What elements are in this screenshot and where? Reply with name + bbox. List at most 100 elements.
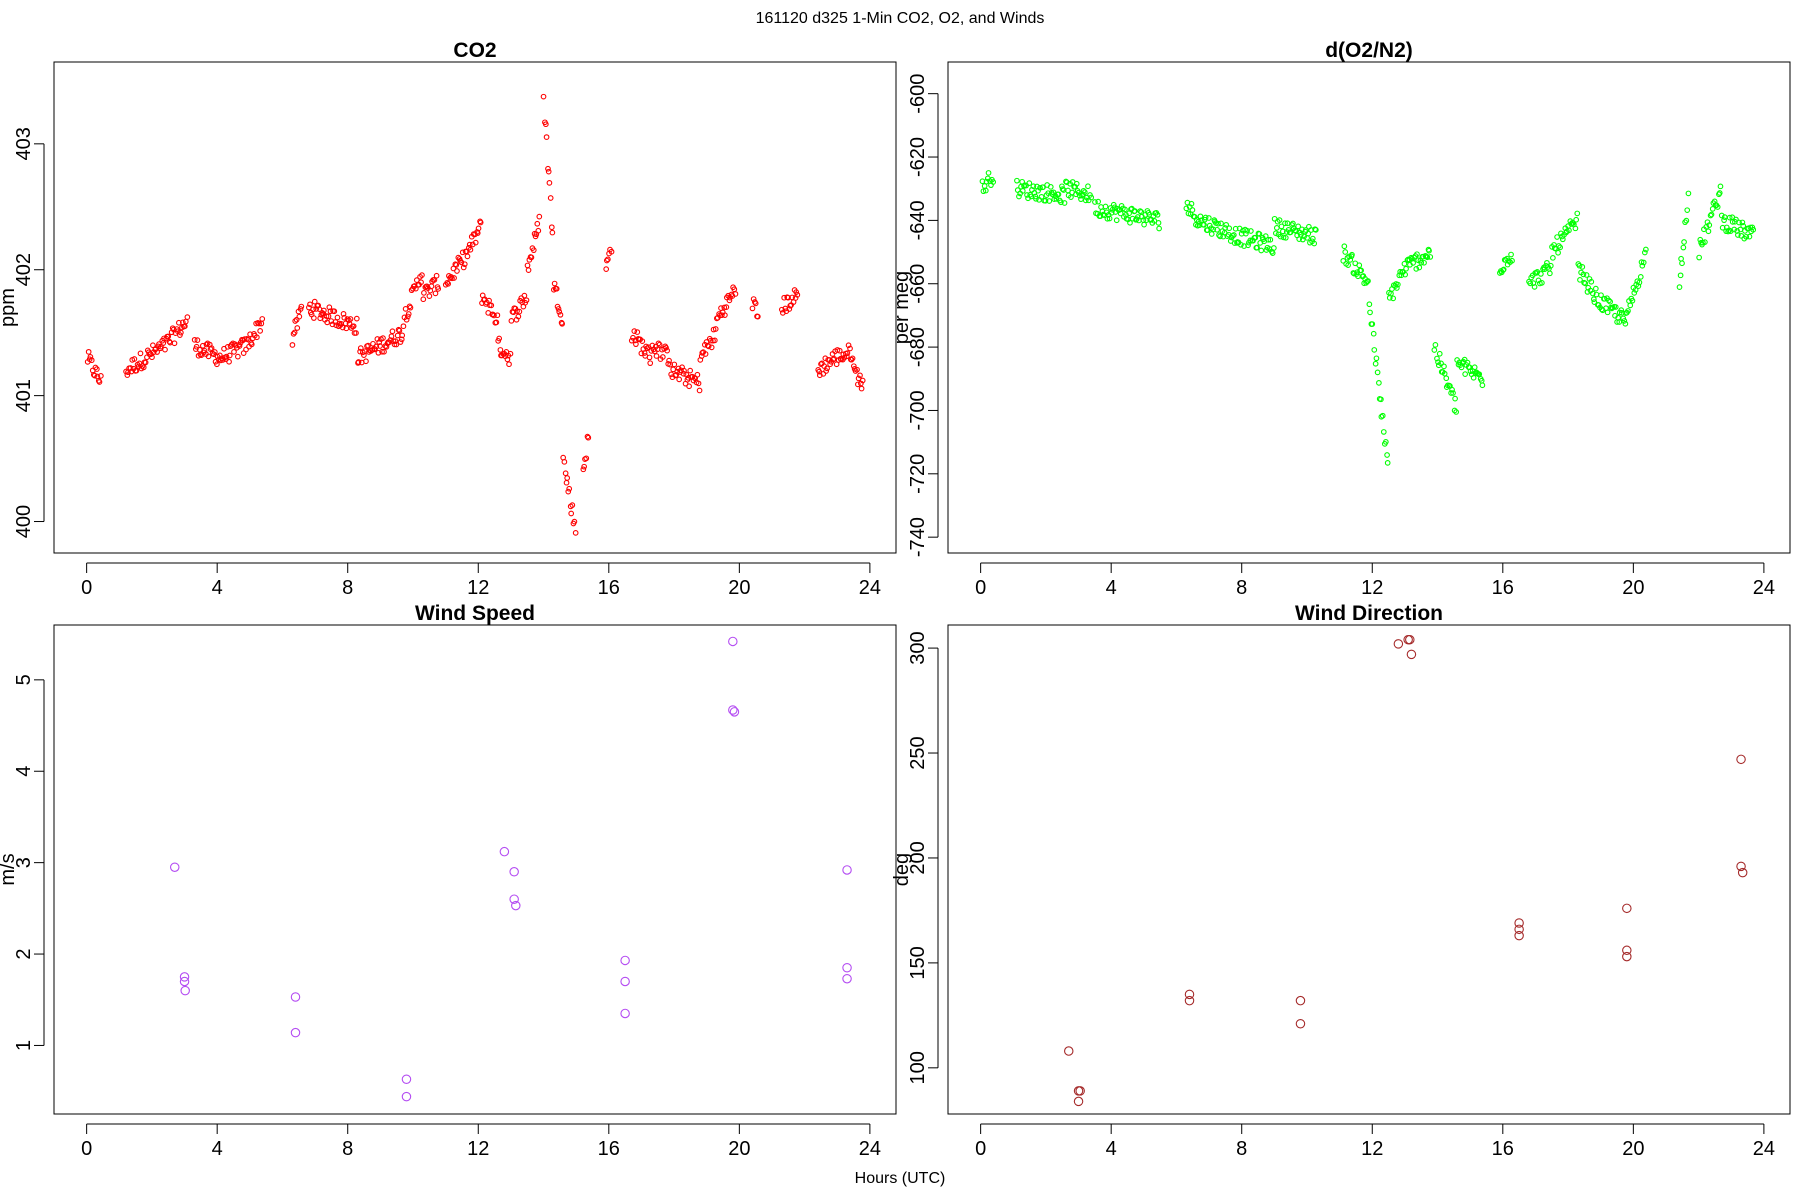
data-point	[1717, 183, 1724, 190]
data-point	[1080, 187, 1087, 194]
data-point	[1622, 320, 1629, 327]
data-point	[1244, 227, 1250, 234]
data-point	[723, 304, 730, 310]
data-point	[1750, 226, 1757, 233]
data-point	[1479, 382, 1486, 389]
data-point	[1280, 228, 1286, 235]
data-point	[565, 488, 572, 495]
data-point	[1592, 285, 1599, 292]
data-point	[1676, 284, 1683, 290]
data-point	[154, 349, 160, 355]
data-point	[842, 865, 852, 875]
data-point	[325, 313, 332, 320]
data-point	[149, 354, 155, 361]
data-point	[990, 179, 997, 185]
data-point	[1427, 254, 1434, 260]
data-point	[729, 707, 740, 717]
data-point	[633, 341, 639, 348]
data-point	[1622, 951, 1632, 962]
data-point	[1471, 364, 1478, 371]
data-point	[452, 261, 459, 268]
data-point	[1557, 244, 1564, 251]
data-point	[1635, 283, 1642, 289]
data-point	[373, 343, 380, 350]
data-point	[540, 93, 547, 100]
data-point	[726, 297, 733, 304]
data-point	[179, 972, 190, 982]
data-point	[553, 285, 560, 292]
data-point	[461, 261, 468, 268]
y-tick-label: -600	[907, 74, 929, 114]
data-point	[844, 353, 850, 360]
data-point	[1267, 236, 1274, 243]
data-points	[979, 170, 1757, 466]
data-point	[1421, 259, 1427, 266]
data-point	[1743, 233, 1750, 240]
data-point	[656, 341, 663, 348]
data-point	[824, 365, 830, 372]
data-point	[292, 318, 299, 324]
data-point	[184, 314, 191, 320]
data-point	[454, 268, 460, 274]
data-point	[1434, 355, 1440, 362]
data-point	[1423, 253, 1430, 260]
data-point	[127, 365, 134, 371]
data-point	[664, 347, 671, 354]
data-point	[403, 316, 410, 323]
y-tick-label: -640	[907, 200, 929, 240]
data-point	[1258, 247, 1265, 254]
data-point	[93, 366, 100, 372]
data-point	[398, 336, 405, 343]
data-point	[395, 326, 402, 333]
data-point	[1370, 330, 1377, 337]
data-point	[1215, 220, 1221, 227]
data-point	[131, 356, 138, 362]
data-point	[315, 302, 322, 309]
chart-wind_dir: Wind Direction deg 0 4 8 12 16 20 24 100 150 200 250…	[891, 602, 1791, 1160]
data-point	[1390, 295, 1397, 302]
data-point	[475, 225, 482, 232]
data-point	[1110, 201, 1117, 208]
data-point	[91, 372, 98, 379]
data-point	[842, 973, 852, 984]
x-tick-label: 16	[1492, 1138, 1514, 1160]
data-point	[572, 530, 579, 536]
y-axis-label: deg	[891, 853, 913, 886]
data-point	[472, 239, 479, 246]
data-point	[1636, 279, 1643, 286]
data-point	[1726, 214, 1733, 221]
data-point	[493, 319, 500, 326]
data-point	[1376, 380, 1382, 386]
data-point	[399, 332, 406, 339]
data-point	[1453, 409, 1460, 415]
data-point	[347, 316, 354, 322]
x-tick-label: 20	[1622, 577, 1644, 599]
data-point	[1547, 262, 1554, 269]
data-point	[504, 356, 511, 363]
data-point	[1063, 178, 1069, 185]
data-point	[256, 320, 262, 327]
data-point	[1677, 272, 1684, 279]
data-point	[203, 341, 210, 348]
data-point	[1436, 350, 1443, 357]
data-point	[1683, 217, 1690, 224]
data-point	[1055, 191, 1062, 198]
data-point	[1555, 249, 1561, 256]
data-point	[393, 341, 400, 348]
data-point	[1681, 239, 1687, 245]
chart-title: CO2	[453, 39, 496, 62]
data-point	[1443, 375, 1450, 382]
data-point	[1342, 249, 1349, 255]
y-tick-label: 150	[907, 946, 929, 979]
data-point	[549, 229, 556, 236]
data-point	[1051, 196, 1058, 203]
data-point	[1705, 228, 1712, 235]
data-point	[467, 246, 474, 253]
data-point	[1396, 272, 1403, 279]
data-point	[290, 992, 301, 1002]
data-point	[1736, 219, 1742, 226]
data-point	[1746, 233, 1753, 240]
data-point	[655, 340, 662, 347]
data-point	[1631, 289, 1638, 296]
